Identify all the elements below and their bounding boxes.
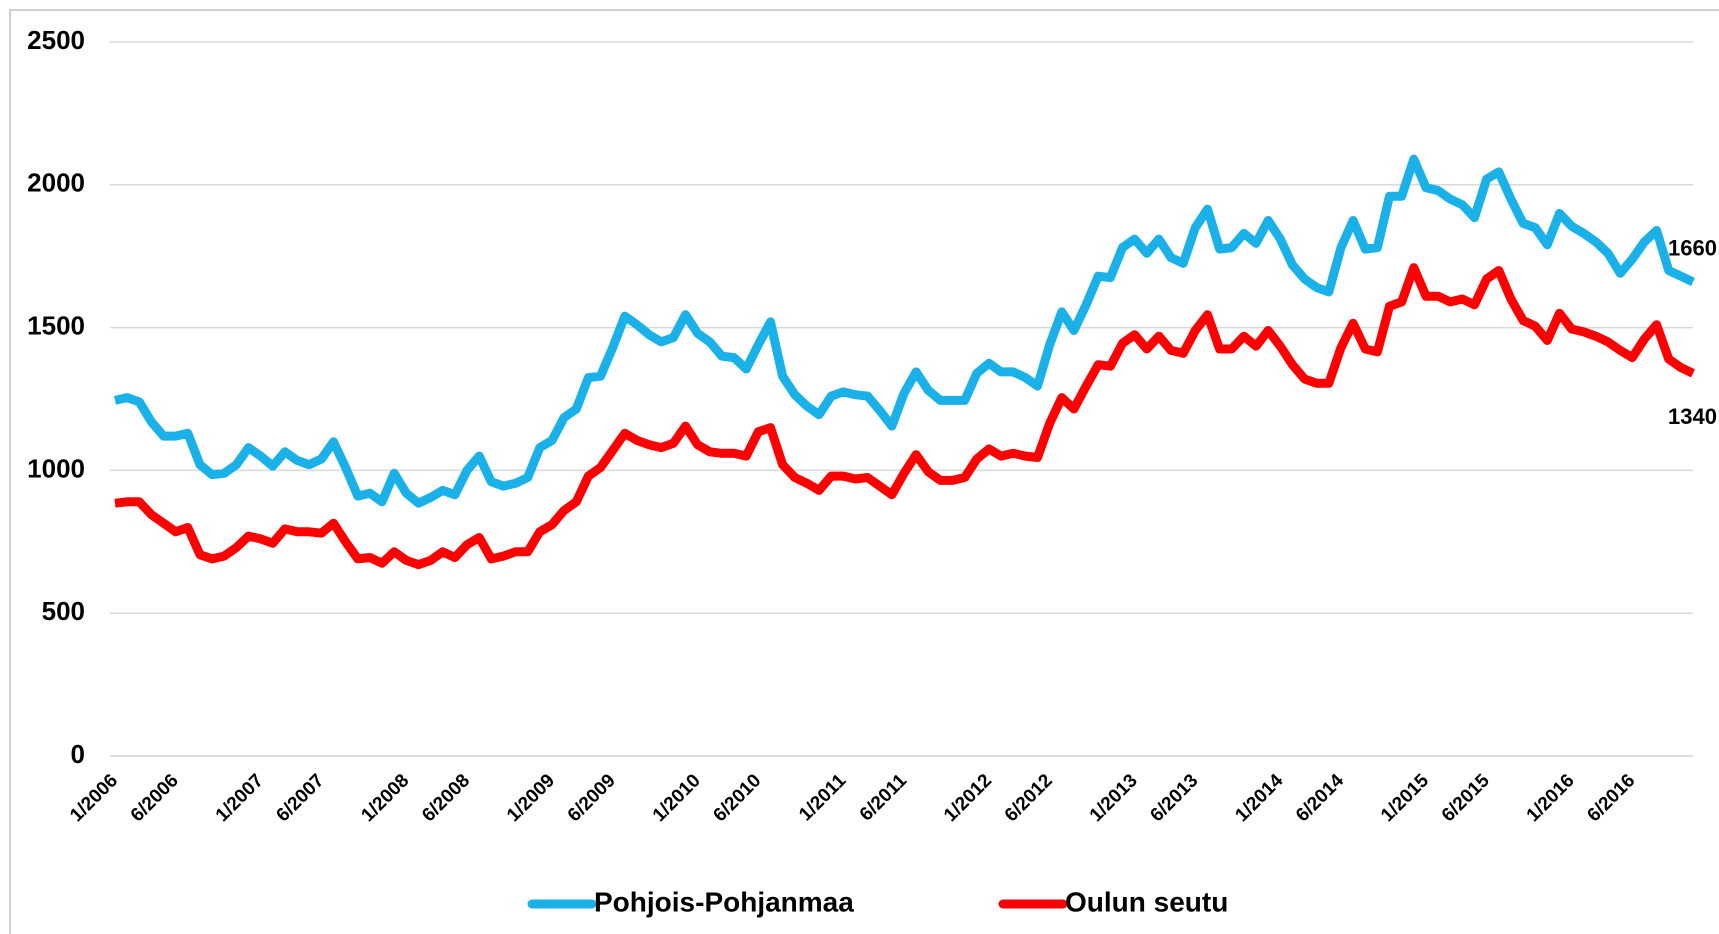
legend-label: Pohjois-Pohjanmaa	[594, 886, 854, 917]
x-tick-label: 1/2006	[66, 770, 122, 826]
legend-label: Oulun seutu	[1065, 886, 1228, 917]
x-tick-label: 6/2011	[856, 770, 912, 826]
x-tick-label: 6/2012	[1001, 770, 1057, 826]
x-tick-label: 6/2015	[1438, 770, 1494, 826]
series-line	[114, 263, 1695, 570]
x-tick-label: 1/2014	[1231, 770, 1287, 826]
x-tick-label: 6/2010	[709, 770, 765, 826]
y-tick-label: 1000	[27, 453, 85, 483]
x-tick-label: 1/2013	[1086, 770, 1142, 826]
x-tick-label: 1/2009	[503, 770, 559, 826]
y-tick-label: 2000	[27, 168, 85, 198]
x-tick-label: 6/2007	[272, 770, 328, 826]
x-tick-label: 6/2016	[1583, 770, 1639, 826]
data-label: 1340	[1668, 404, 1717, 429]
y-tick-label: 0	[71, 739, 85, 769]
y-tick-label: 500	[42, 596, 85, 626]
x-tick-label: 6/2009	[564, 770, 620, 826]
x-tick-label: 1/2008	[357, 770, 413, 826]
x-tick-label: 1/2016	[1523, 770, 1579, 826]
x-tick-label: 6/2006	[127, 770, 183, 826]
x-tick-label: 6/2014	[1292, 770, 1348, 826]
x-tick-label: 1/2010	[649, 770, 705, 826]
y-tick-label: 1500	[27, 310, 85, 340]
x-tick-label: 1/2011	[795, 770, 851, 826]
series-line	[113, 154, 1695, 508]
x-tick-label: 6/2013	[1146, 770, 1202, 826]
data-label: 1660	[1668, 236, 1717, 261]
x-tick-label: 1/2015	[1377, 770, 1433, 826]
chart-border	[9, 9, 1719, 934]
y-tick-label: 2500	[27, 25, 85, 55]
x-tick-label: 1/2007	[212, 770, 268, 826]
x-tick-label: 1/2012	[940, 770, 996, 826]
x-tick-label: 6/2008	[418, 770, 474, 826]
